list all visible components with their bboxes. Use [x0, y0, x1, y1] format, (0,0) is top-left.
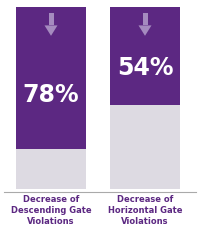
Bar — [110, 7, 180, 106]
Polygon shape — [139, 25, 152, 36]
Bar — [48, 13, 54, 25]
Bar — [16, 7, 86, 149]
Polygon shape — [44, 25, 58, 36]
Text: Decrease of
Descending Gate
Violations: Decrease of Descending Gate Violations — [11, 195, 91, 226]
Bar — [16, 149, 86, 189]
Text: 54%: 54% — [117, 56, 173, 80]
Bar — [143, 13, 148, 25]
Bar — [110, 106, 180, 189]
Text: 78%: 78% — [23, 83, 79, 107]
Text: Decrease of
Horizontal Gate
Violations: Decrease of Horizontal Gate Violations — [108, 195, 182, 226]
